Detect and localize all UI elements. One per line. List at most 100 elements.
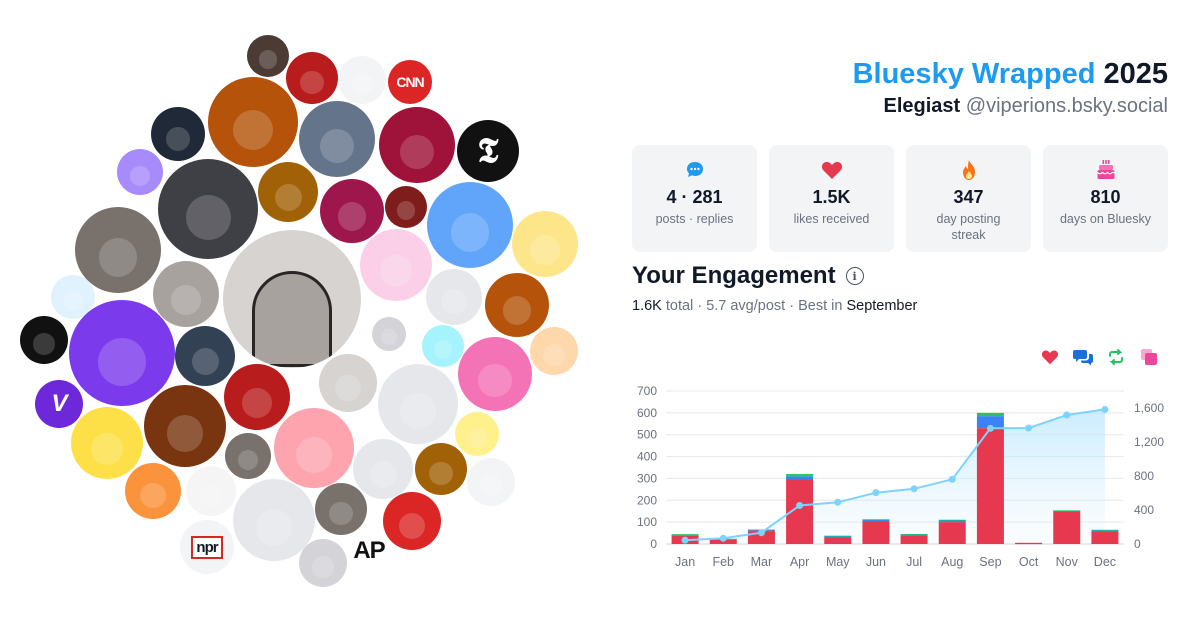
cumulative-point [948,475,956,483]
avatar[interactable] [530,327,578,375]
avatar[interactable] [415,443,467,495]
avatar[interactable] [379,107,455,183]
avatar[interactable] [224,364,290,430]
avatar[interactable] [360,229,432,301]
avatar[interactable] [385,186,427,228]
avatar[interactable] [153,261,219,327]
avatar[interactable] [512,211,578,277]
avatar[interactable] [383,492,441,550]
avatar[interactable]: npr [180,520,234,574]
avatar-silhouette-icon [433,340,453,360]
brand-title: Bluesky Wrapped [852,58,1096,90]
avatar-silhouette-icon [98,238,138,277]
user-identity: Elegiast @viperions.bsky.social [884,95,1169,118]
avatar[interactable] [320,179,384,243]
avatar-silhouette-icon [258,50,278,70]
bar-segment-likes [862,521,890,544]
avatar[interactable] [455,412,499,456]
avatar[interactable] [422,325,464,367]
avatar[interactable] [223,230,361,368]
avatar[interactable]: V [35,380,83,428]
bar-segment-reposts [824,535,852,537]
avatar[interactable] [426,269,482,325]
avatar[interactable] [485,273,549,337]
y-tick-label-left: 100 [637,515,657,529]
avatar[interactable] [353,439,413,499]
engagement-total-word: total [665,298,694,314]
cumulative-point [1063,411,1071,419]
bar-segment-likes [824,537,852,544]
cumulative-point [986,424,994,432]
likes-legend-icon[interactable] [1040,347,1060,367]
avatar[interactable] [274,408,354,488]
avatar[interactable] [125,463,181,519]
x-tick-label: Jul [906,555,922,569]
avatar[interactable] [225,433,271,479]
avatar-silhouette-icon [396,201,416,221]
y-tick-label-right: 1,200 [1134,435,1164,449]
bar-segment-likes [1053,511,1081,544]
avatar[interactable] [338,56,386,104]
avatar[interactable] [378,364,458,444]
x-tick-label: Mar [751,555,773,569]
avatar-silhouette-icon [329,501,353,526]
avatar[interactable] [69,300,175,406]
avatar[interactable] [427,182,513,268]
stat-card-posts: 4 · 281 posts · replies [632,145,757,252]
avatar[interactable] [20,316,68,364]
avatar-silhouette-icon [296,437,332,473]
avatar[interactable] [258,162,318,222]
avatar[interactable] [458,337,532,411]
avatar-silhouette-icon [129,165,151,187]
bar-segment-likes [1091,531,1119,544]
avatar[interactable] [151,107,205,161]
stat-label: posts · replies [655,212,734,226]
avatar[interactable] [117,149,163,195]
bar-segment-reposts [900,533,928,535]
reposts-legend-icon[interactable] [1106,347,1126,367]
avatar[interactable] [175,326,235,386]
cumulative-point [1025,424,1033,432]
avatar[interactable] [319,354,377,412]
avatar[interactable]: 𝕿 [457,120,519,182]
speech-bubble-icon [684,159,706,181]
avatar[interactable] [75,207,161,293]
x-tick-label: Apr [790,555,809,569]
y-tick-label-left: 0 [650,537,657,551]
replies-legend-icon[interactable] [1073,347,1093,367]
user-handle: @viperions.bsky.social [965,95,1168,117]
avatar[interactable] [144,385,226,467]
avatar-silhouette-icon [33,333,55,355]
bar-segment-reposts [786,474,814,477]
info-icon[interactable]: i [845,267,864,285]
avatar[interactable] [372,317,406,351]
avatar[interactable] [233,479,315,561]
avatar-silhouette-icon [199,484,223,507]
avatar-silhouette-icon [300,70,324,95]
avatar[interactable]: CNN [388,60,432,104]
avatar[interactable] [299,101,375,177]
avatar[interactable]: AP [349,531,389,571]
avatar-silhouette-icon [351,73,373,95]
engagement-chart: 0 100 200 300 400 500 600 700 0 400 800 1,200 1,600 J… [637,384,1164,569]
avatar[interactable] [186,466,236,516]
avatar[interactable] [286,52,338,104]
quotes-legend-icon[interactable] [1139,347,1159,367]
avatar[interactable] [247,35,289,77]
avatar-silhouette-icon [232,109,274,151]
avatar[interactable] [208,77,298,167]
avatar[interactable] [71,164,113,206]
avatar[interactable] [71,407,143,479]
y-tick-label-right: 800 [1134,469,1154,483]
cumulative-point [872,489,880,497]
avatar-silhouette-icon [530,234,560,265]
avatar[interactable] [467,458,515,506]
cumulative-point [1101,405,1109,413]
cumulative-point [834,498,842,506]
avatar[interactable] [315,483,367,535]
bar-segment-reposts [976,412,1004,417]
avatar[interactable] [299,539,347,587]
avatar[interactable] [158,159,258,259]
y-tick-label-left: 300 [637,471,657,485]
engagement-best-prefix: Best in [798,298,843,314]
